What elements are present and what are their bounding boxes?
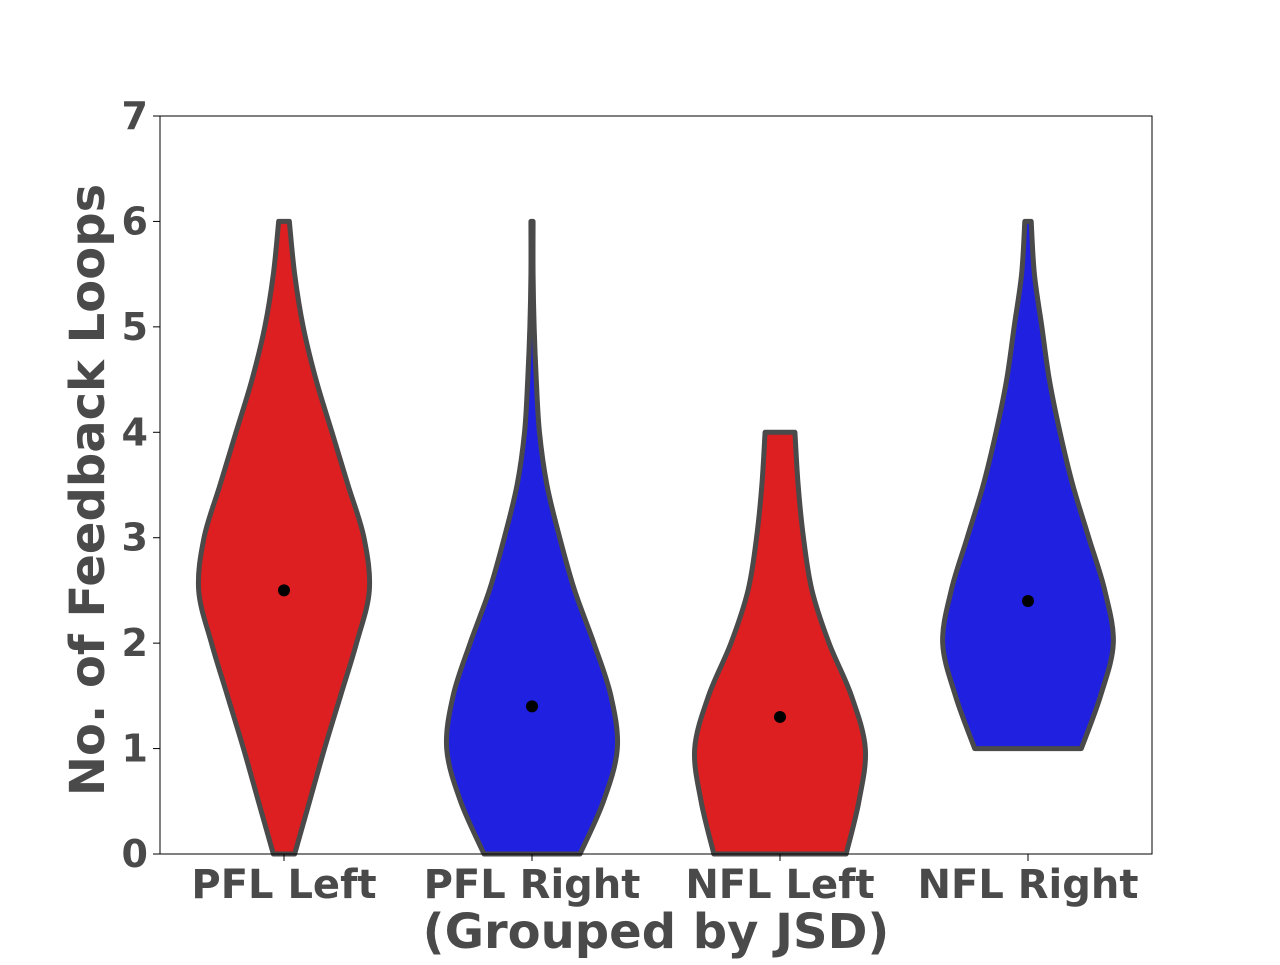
y-tick-label: 7 [122,94,148,138]
mean-marker-pfl-left [278,584,290,597]
x-axis-title: (Grouped by JSD) [423,904,890,960]
violin-pfl-right [443,218,621,857]
x-tick-label: NFL Right [918,862,1139,908]
y-tick-label: 4 [122,410,148,454]
violin-nfl-left [691,429,869,857]
x-tick-label: PFL Right [424,862,641,908]
x-tick-label: PFL Left [191,862,376,908]
mean-marker-nfl-left [774,710,786,723]
y-axis: 0 1 2 3 4 5 6 7 [122,94,160,876]
y-tick-label: 2 [122,621,148,665]
violin-nfl-right [940,218,1116,752]
y-axis-title: No. of Feedback Loops [60,184,116,796]
y-tick-label: 6 [122,199,148,243]
plot-frame [159,115,1153,855]
violin-pfl-left [195,218,373,857]
x-tick-label: NFL Left [685,862,874,908]
violins-layer [195,218,1116,857]
mean-marker-pfl-right [526,700,538,713]
x-axis: PFL Left PFL Right NFL Left NFL Right [191,854,1138,908]
y-tick-label: 1 [122,727,148,771]
y-tick-label: 3 [122,516,148,560]
y-tick-label: 5 [122,305,148,349]
mean-marker-nfl-right [1022,594,1034,607]
y-tick-label: 0 [122,832,148,876]
